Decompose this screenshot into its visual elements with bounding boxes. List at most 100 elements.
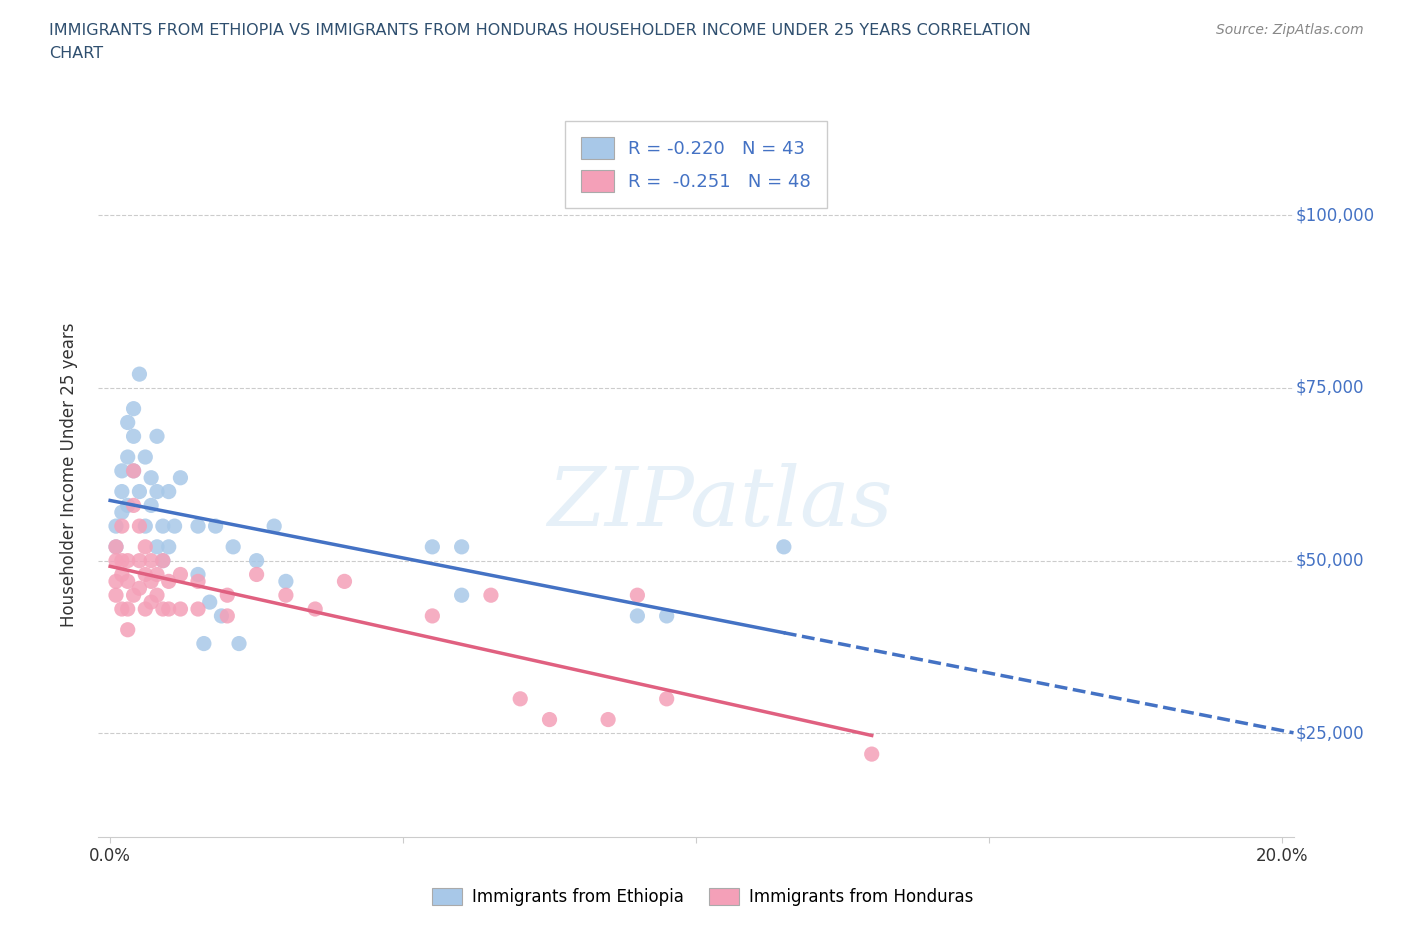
Point xyxy=(141,553,163,568)
Point xyxy=(450,539,472,554)
Point xyxy=(204,519,226,534)
Point xyxy=(217,608,239,623)
Point xyxy=(246,553,269,568)
Point xyxy=(217,588,239,603)
Point xyxy=(122,401,145,416)
Point xyxy=(146,567,169,582)
Point xyxy=(111,567,134,582)
Point xyxy=(598,712,620,727)
Point xyxy=(134,602,156,617)
Point xyxy=(105,588,128,603)
Point xyxy=(128,553,150,568)
Point xyxy=(193,636,215,651)
Point xyxy=(246,567,269,582)
Text: ZIPatlas: ZIPatlas xyxy=(547,463,893,543)
Point xyxy=(187,574,209,589)
Y-axis label: Householder Income Under 25 years: Householder Income Under 25 years xyxy=(59,322,77,627)
Text: $50,000: $50,000 xyxy=(1296,551,1364,570)
Text: $100,000: $100,000 xyxy=(1296,206,1375,224)
Point xyxy=(141,498,163,512)
Point xyxy=(141,471,163,485)
Point xyxy=(111,505,134,520)
Point xyxy=(117,415,139,430)
Point xyxy=(152,553,174,568)
Point xyxy=(117,574,139,589)
Point xyxy=(105,574,128,589)
Text: IMMIGRANTS FROM ETHIOPIA VS IMMIGRANTS FROM HONDURAS HOUSEHOLDER INCOME UNDER 25: IMMIGRANTS FROM ETHIOPIA VS IMMIGRANTS F… xyxy=(49,23,1031,38)
Point xyxy=(134,567,156,582)
Text: Source: ZipAtlas.com: Source: ZipAtlas.com xyxy=(1216,23,1364,37)
Point xyxy=(157,574,180,589)
Point xyxy=(655,691,678,706)
Point xyxy=(128,366,150,381)
Point xyxy=(152,602,174,617)
Point xyxy=(157,485,180,499)
Point xyxy=(117,622,139,637)
Point xyxy=(263,519,285,534)
Point xyxy=(274,588,297,603)
Point xyxy=(105,519,128,534)
Point xyxy=(228,636,250,651)
Point xyxy=(157,602,180,617)
Point xyxy=(122,498,145,512)
Point xyxy=(211,608,233,623)
Point xyxy=(105,553,128,568)
Point xyxy=(146,588,169,603)
Point xyxy=(141,574,163,589)
Text: $25,000: $25,000 xyxy=(1296,724,1365,742)
Point xyxy=(146,485,169,499)
Point xyxy=(169,602,191,617)
Point xyxy=(141,594,163,609)
Point xyxy=(152,519,174,534)
Point xyxy=(111,519,134,534)
Point xyxy=(274,574,297,589)
Point xyxy=(422,539,444,554)
Point xyxy=(128,519,150,534)
Point xyxy=(152,553,174,568)
Point xyxy=(111,485,134,499)
Point xyxy=(479,588,502,603)
Point xyxy=(117,449,139,464)
Point xyxy=(105,539,128,554)
Point xyxy=(122,588,145,603)
Point xyxy=(169,471,191,485)
Point xyxy=(134,449,156,464)
Point xyxy=(134,539,156,554)
Point xyxy=(187,567,209,582)
Point xyxy=(422,608,444,623)
Point xyxy=(117,498,139,512)
Point xyxy=(222,539,245,554)
Point xyxy=(655,608,678,623)
Point xyxy=(146,429,169,444)
Point xyxy=(128,581,150,596)
Point xyxy=(450,588,472,603)
Point xyxy=(128,485,150,499)
Point xyxy=(626,588,648,603)
Point xyxy=(111,463,134,478)
Point xyxy=(626,608,648,623)
Text: $75,000: $75,000 xyxy=(1296,379,1364,397)
Point xyxy=(122,429,145,444)
Point xyxy=(773,539,796,554)
Point xyxy=(157,539,180,554)
Point xyxy=(509,691,531,706)
Legend: R = -0.220   N = 43, R =  -0.251   N = 48: R = -0.220 N = 43, R = -0.251 N = 48 xyxy=(565,121,827,208)
Point xyxy=(163,519,186,534)
Point xyxy=(333,574,356,589)
Point xyxy=(187,519,209,534)
Point xyxy=(538,712,561,727)
Point xyxy=(105,539,128,554)
Point xyxy=(134,519,156,534)
Point xyxy=(122,463,145,478)
Point xyxy=(111,602,134,617)
Point xyxy=(198,594,221,609)
Point xyxy=(122,463,145,478)
Point xyxy=(117,553,139,568)
Legend: Immigrants from Ethiopia, Immigrants from Honduras: Immigrants from Ethiopia, Immigrants fro… xyxy=(426,881,980,912)
Point xyxy=(187,602,209,617)
Point xyxy=(169,567,191,582)
Text: CHART: CHART xyxy=(49,46,103,61)
Point xyxy=(111,553,134,568)
Point xyxy=(146,539,169,554)
Point xyxy=(860,747,883,762)
